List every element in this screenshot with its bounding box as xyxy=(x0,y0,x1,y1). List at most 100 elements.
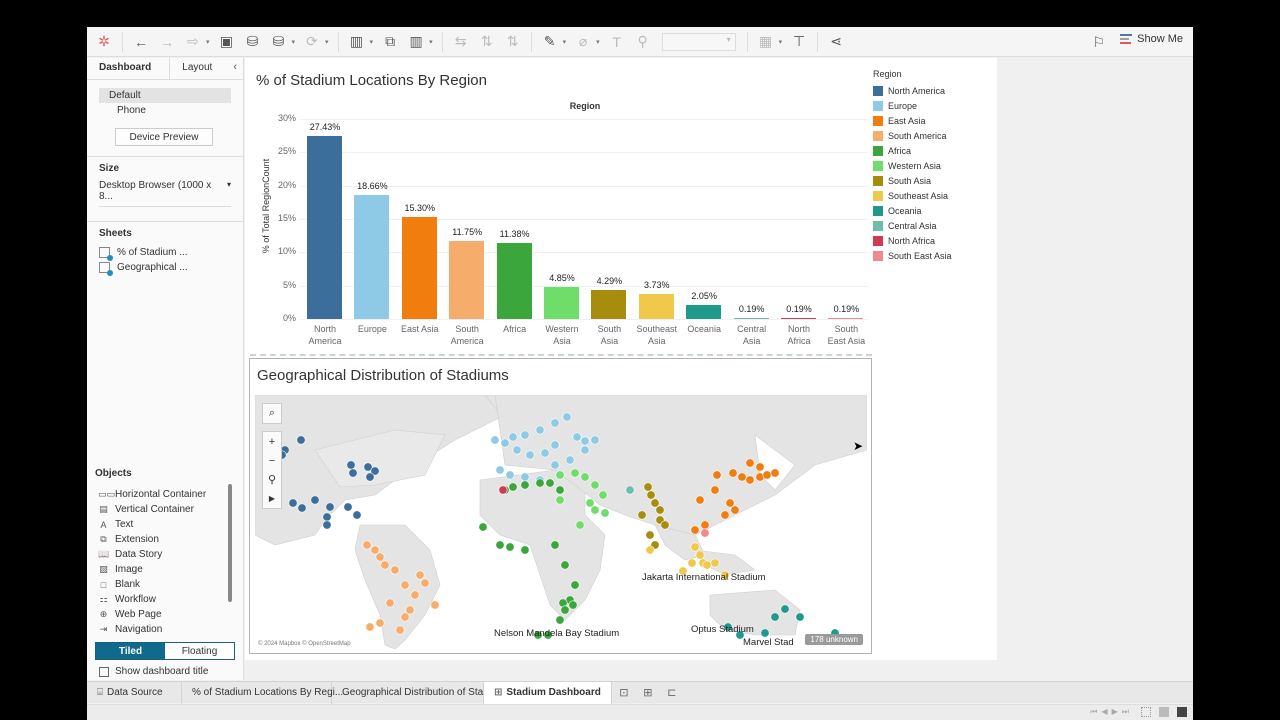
new-story-tab-icon[interactable]: ⊏ xyxy=(667,687,677,699)
stadium-marker[interactable] xyxy=(410,590,420,600)
tab-geographical-sheet[interactable]: Geographical Distribution of Sta... xyxy=(332,681,492,704)
stadium-marker[interactable] xyxy=(700,520,710,530)
refresh-icon[interactable]: ⟳ xyxy=(306,33,318,49)
collapse-panel-icon[interactable]: ‹ xyxy=(233,61,237,73)
bar-south-east-asia[interactable] xyxy=(828,317,864,319)
device-phone[interactable]: Phone xyxy=(117,105,146,116)
bar-east-asia[interactable] xyxy=(401,217,437,319)
bar-south-america[interactable] xyxy=(449,240,485,319)
stadium-marker[interactable] xyxy=(322,512,332,522)
device-preview-button[interactable]: Device Preview xyxy=(115,128,213,146)
stadium-marker[interactable] xyxy=(575,520,585,530)
pause-updates-icon[interactable]: ⛁ xyxy=(272,33,285,49)
tab-layout[interactable]: Layout xyxy=(182,62,213,73)
clear-sheet-icon[interactable]: ▥ xyxy=(409,33,423,49)
show-cards-dropdown-icon[interactable]: ▾ xyxy=(778,38,783,46)
stadium-marker[interactable] xyxy=(415,570,425,580)
stadium-marker[interactable] xyxy=(570,468,580,478)
object-data-story[interactable]: 📖 Data Story xyxy=(95,547,236,562)
bar-oceania[interactable] xyxy=(686,305,722,319)
stadium-marker[interactable] xyxy=(555,615,565,625)
stadium-marker[interactable] xyxy=(565,455,575,465)
stadium-marker[interactable] xyxy=(540,448,550,458)
sheet-navigation-icons[interactable]: ⏮◀▶⏭ xyxy=(1090,707,1133,716)
device-default[interactable]: Default xyxy=(99,88,231,103)
stadium-marker[interactable] xyxy=(590,505,600,515)
stadium-marker[interactable] xyxy=(655,505,665,515)
stadium-marker[interactable] xyxy=(760,628,770,638)
stadium-marker[interactable] xyxy=(478,522,488,532)
stadium-marker[interactable] xyxy=(535,425,545,435)
stadium-marker[interactable] xyxy=(296,435,306,445)
stadium-marker[interactable] xyxy=(505,542,515,552)
stadium-marker[interactable] xyxy=(525,450,535,460)
stadium-marker[interactable] xyxy=(365,622,375,632)
legend-item[interactable]: North America xyxy=(873,83,952,98)
stadium-marker[interactable] xyxy=(288,498,298,508)
legend-item[interactable]: Central Asia xyxy=(873,218,952,233)
tableau-logo-icon[interactable]: ✲ xyxy=(98,33,110,49)
floating-button[interactable]: Floating xyxy=(165,643,234,659)
size-select[interactable]: Desktop Browser (1000 x 8... ▾ xyxy=(99,180,231,207)
stadium-marker[interactable] xyxy=(660,520,670,530)
replay-dropdown-icon[interactable]: ▾ xyxy=(206,38,210,46)
pin-icon[interactable]: ⚲ xyxy=(267,474,277,486)
stadium-marker[interactable] xyxy=(646,490,656,500)
stadium-marker[interactable] xyxy=(702,560,712,570)
stadium-marker[interactable] xyxy=(637,510,647,520)
legend-item[interactable]: North Africa xyxy=(873,233,952,248)
group-dropdown-icon[interactable]: ▾ xyxy=(596,38,600,46)
bar-europe[interactable] xyxy=(354,194,390,319)
object-extension[interactable]: ⧉ Extension xyxy=(95,532,236,547)
redo-icon[interactable]: → xyxy=(160,33,174,50)
stadium-marker[interactable] xyxy=(495,540,505,550)
bar-south-asia[interactable] xyxy=(591,290,627,319)
stadium-marker[interactable] xyxy=(650,498,660,508)
search-icon[interactable]: ⌕ xyxy=(268,407,276,419)
stadium-marker[interactable] xyxy=(770,468,780,478)
objects-scrollbar[interactable] xyxy=(228,484,232,602)
stadium-marker[interactable] xyxy=(385,598,395,608)
signpost-icon[interactable]: ⚐ xyxy=(1092,34,1105,50)
stadium-marker[interactable] xyxy=(430,600,440,610)
fix-axes-icon[interactable]: ⚲ xyxy=(637,33,648,49)
object-text[interactable]: A Text xyxy=(95,517,236,532)
stadium-marker[interactable] xyxy=(625,485,635,495)
tiled-button[interactable]: Tiled xyxy=(96,643,165,659)
bar-southeast-asia[interactable] xyxy=(638,294,674,319)
zoom-out-icon[interactable]: − xyxy=(268,454,276,467)
stadium-marker[interactable] xyxy=(568,600,578,610)
expand-tools-icon[interactable]: ▶ xyxy=(268,494,276,503)
object-web-page[interactable]: ⊕ Web Page xyxy=(95,607,236,622)
stadium-marker[interactable] xyxy=(745,458,755,468)
new-worksheet-tab-icon[interactable]: ⊡ xyxy=(619,687,629,699)
stadium-marker[interactable] xyxy=(365,472,375,482)
group-icon[interactable]: ⌀ xyxy=(578,33,588,49)
stadium-marker[interactable] xyxy=(520,430,530,440)
stadium-marker[interactable] xyxy=(297,503,307,513)
swap-icon[interactable]: ⇆ xyxy=(454,33,467,49)
stadium-marker[interactable] xyxy=(490,435,500,445)
highlight-dropdown-icon[interactable]: ▾ xyxy=(562,38,567,46)
object-vertical-container[interactable]: ▤ Vertical Container xyxy=(95,502,236,517)
stadium-marker[interactable] xyxy=(512,445,522,455)
stadium-marker[interactable] xyxy=(545,478,555,488)
stadium-marker[interactable] xyxy=(712,470,722,480)
stadium-marker[interactable] xyxy=(687,558,697,568)
stadium-marker[interactable] xyxy=(348,468,358,478)
stadium-marker[interactable] xyxy=(550,460,560,470)
stadium-marker[interactable] xyxy=(310,495,320,505)
stadium-marker[interactable] xyxy=(645,545,655,555)
sheet-item-geographical[interactable]: Geographical ... xyxy=(99,260,231,276)
show-dashboard-title-option[interactable]: Show dashboard title xyxy=(95,666,236,677)
legend-item[interactable]: Africa xyxy=(873,143,952,158)
stadium-marker[interactable] xyxy=(363,462,373,472)
stadium-marker[interactable] xyxy=(720,510,730,520)
bar-central-asia[interactable] xyxy=(733,317,769,319)
stadium-marker[interactable] xyxy=(560,605,570,615)
legend-item[interactable]: South East Asia xyxy=(873,248,952,263)
unknown-locations-badge[interactable]: 178 unknown xyxy=(805,634,863,645)
object-horizontal-container[interactable]: ▭▭ Horizontal Container xyxy=(95,487,236,502)
stadium-marker[interactable] xyxy=(695,550,705,560)
tab-stadium-pct-sheet[interactable]: % of Stadium Locations By Regi... xyxy=(182,681,343,704)
